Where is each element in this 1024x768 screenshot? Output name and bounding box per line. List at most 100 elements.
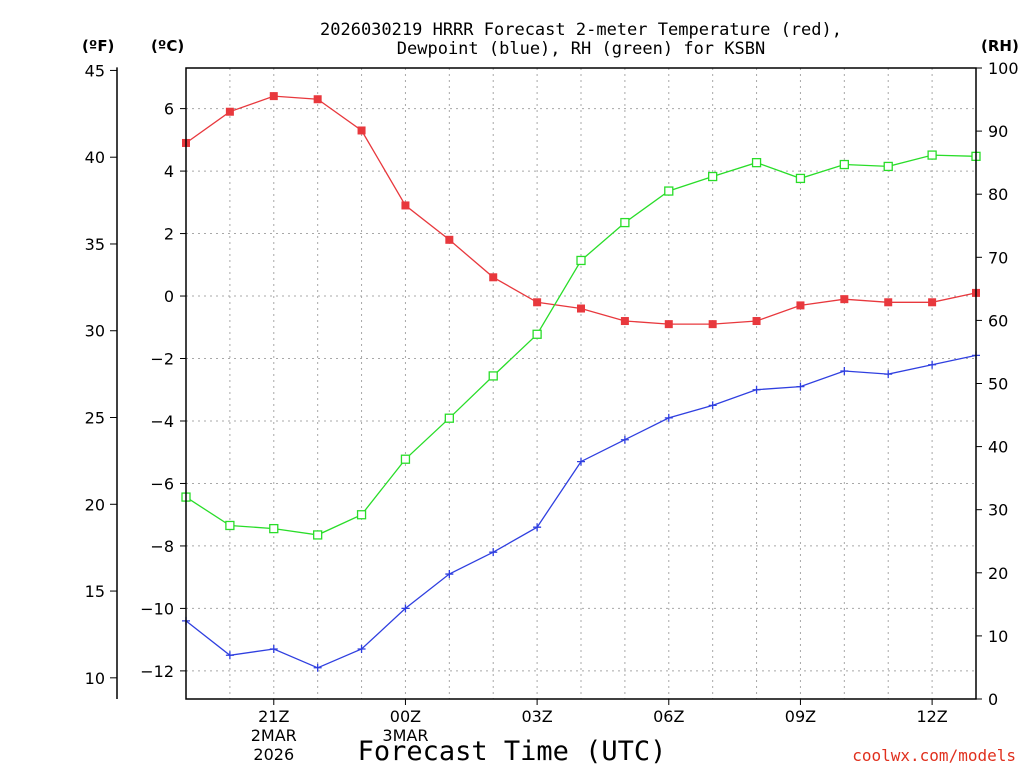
celsius-tick-label: −8 (150, 537, 174, 556)
temperature-marker (664, 320, 673, 329)
rh-marker (927, 150, 937, 160)
rh-marker (664, 186, 674, 196)
fahrenheit-tick-label: 30 (85, 322, 105, 341)
celsius-tick-label: 2 (164, 225, 174, 244)
rh-tick-label: 0 (988, 690, 998, 709)
x-axis-label: Forecast Time (UTC) (358, 736, 667, 767)
dewpoint-marker (577, 457, 585, 466)
temperature-marker (708, 320, 717, 329)
rh-tick-label: 20 (988, 564, 1008, 583)
celsius-tick-label: −6 (150, 474, 174, 493)
celsius-tick-label: 6 (164, 100, 174, 119)
site-credit: coolwx.com/models (852, 746, 1016, 765)
rh-marker (400, 454, 411, 464)
rh-tick-label: 30 (988, 501, 1008, 520)
dewpoint-marker (489, 548, 498, 557)
temperature-marker (225, 107, 234, 116)
dewpoint-marker (752, 385, 761, 394)
dewpoint-marker (313, 663, 322, 672)
rh-marker (356, 510, 367, 520)
temperature-marker (313, 95, 322, 104)
axes: 6420−2−4−6−8−10−124540353025201510100908… (85, 59, 1019, 764)
rh-marker (225, 520, 235, 531)
rh-marker (444, 413, 454, 423)
celsius-tick-label: 0 (164, 287, 174, 306)
x-tick-label: 21Z (258, 707, 289, 726)
fahrenheit-unit-label: (ºF) (82, 37, 114, 55)
temperature-marker (269, 92, 278, 101)
rh-tick-label: 90 (988, 122, 1008, 141)
dewpoint-marker (620, 435, 629, 444)
fahrenheit-tick-label: 25 (85, 409, 105, 428)
x-tick-date-label: 3MAR (382, 726, 428, 745)
fahrenheit-tick-label: 35 (85, 235, 105, 254)
dewpoint-marker (225, 651, 234, 660)
dewpoint-marker (357, 645, 366, 654)
dewpoint-marker (708, 401, 717, 410)
rh-marker (620, 217, 630, 228)
rh-tick-label: 80 (988, 185, 1008, 204)
fahrenheit-tick-label: 40 (85, 148, 105, 167)
rh-marker (839, 159, 849, 170)
temperature-marker (489, 273, 498, 282)
dewpoint-marker (401, 604, 410, 613)
rh-marker (269, 523, 279, 534)
temperature-marker (620, 317, 629, 326)
dewpoint-marker (840, 367, 849, 376)
rh-marker (532, 329, 542, 339)
rh-marker (313, 530, 323, 540)
dewpoint-marker (533, 523, 542, 532)
x-tick-label: 03Z (521, 707, 552, 726)
dewpoint-marker (884, 370, 893, 379)
plot-frame (185, 67, 977, 700)
rh-marker (488, 371, 498, 381)
dewpoint-marker (269, 645, 278, 654)
rh-tick-label: 60 (988, 311, 1008, 330)
fahrenheit-tick-label: 15 (85, 582, 105, 601)
temperature-marker (401, 201, 410, 210)
celsius-tick-label: −10 (140, 599, 174, 618)
chart-title-line-1: 2026030219 HRRR Forecast 2-meter Tempera… (320, 20, 842, 40)
rh-marker (883, 161, 893, 172)
celsius-tick-label: −12 (140, 662, 174, 681)
temperature-marker (928, 298, 937, 307)
temperature-marker (884, 298, 893, 307)
x-tick-label: 09Z (785, 707, 816, 726)
temperature-marker (796, 301, 805, 310)
dewpoint-marker (445, 570, 454, 579)
rh-tick-label: 40 (988, 438, 1008, 457)
rh-marker (795, 173, 806, 184)
grid-lines (186, 68, 976, 699)
fahrenheit-tick-label: 45 (85, 61, 105, 80)
x-tick-label: 06Z (653, 707, 684, 726)
dewpoint-marker (928, 360, 937, 369)
temperature-marker (445, 235, 454, 244)
rh-tick-label: 50 (988, 375, 1008, 394)
x-tick-year-label: 2026 (253, 745, 294, 764)
celsius-unit-label: (ºC) (151, 37, 184, 55)
rh-marker (751, 157, 762, 168)
rh-unit-label: (RH) (981, 37, 1019, 55)
rh-marker (708, 171, 718, 182)
x-tick-label: 12Z (916, 707, 947, 726)
celsius-tick-label: −4 (150, 412, 174, 431)
temperature-marker (533, 298, 542, 307)
rh-tick-label: 70 (988, 248, 1008, 267)
fahrenheit-tick-label: 20 (85, 495, 105, 514)
rh-marker (576, 255, 586, 266)
x-tick-date-label: 2MAR (251, 726, 297, 745)
dewpoint-marker (664, 413, 673, 422)
rh-tick-label: 100 (988, 59, 1019, 78)
celsius-tick-label: 4 (164, 162, 174, 181)
temperature-marker (577, 304, 585, 313)
chart-title-line-2: Dewpoint (blue), RH (green) for KSBN (397, 39, 765, 59)
temperature-marker (357, 126, 366, 135)
temperature-marker (752, 317, 761, 326)
dewpoint-marker (796, 382, 805, 391)
celsius-tick-label: −2 (150, 350, 174, 369)
temperature-line (185, 95, 977, 325)
x-tick-label: 00Z (390, 707, 421, 726)
rh-tick-label: 10 (988, 627, 1008, 646)
fahrenheit-tick-label: 10 (85, 669, 105, 688)
